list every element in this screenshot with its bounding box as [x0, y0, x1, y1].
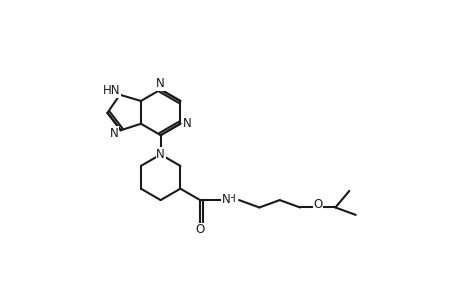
Text: O: O [195, 223, 204, 236]
Text: HN: HN [103, 84, 120, 97]
Text: N: N [156, 148, 165, 161]
Text: N: N [183, 117, 191, 130]
Text: N: N [156, 77, 165, 90]
Text: N: N [109, 127, 118, 140]
Text: N: N [221, 193, 230, 206]
Text: H: H [228, 194, 235, 204]
Text: O: O [313, 198, 322, 211]
